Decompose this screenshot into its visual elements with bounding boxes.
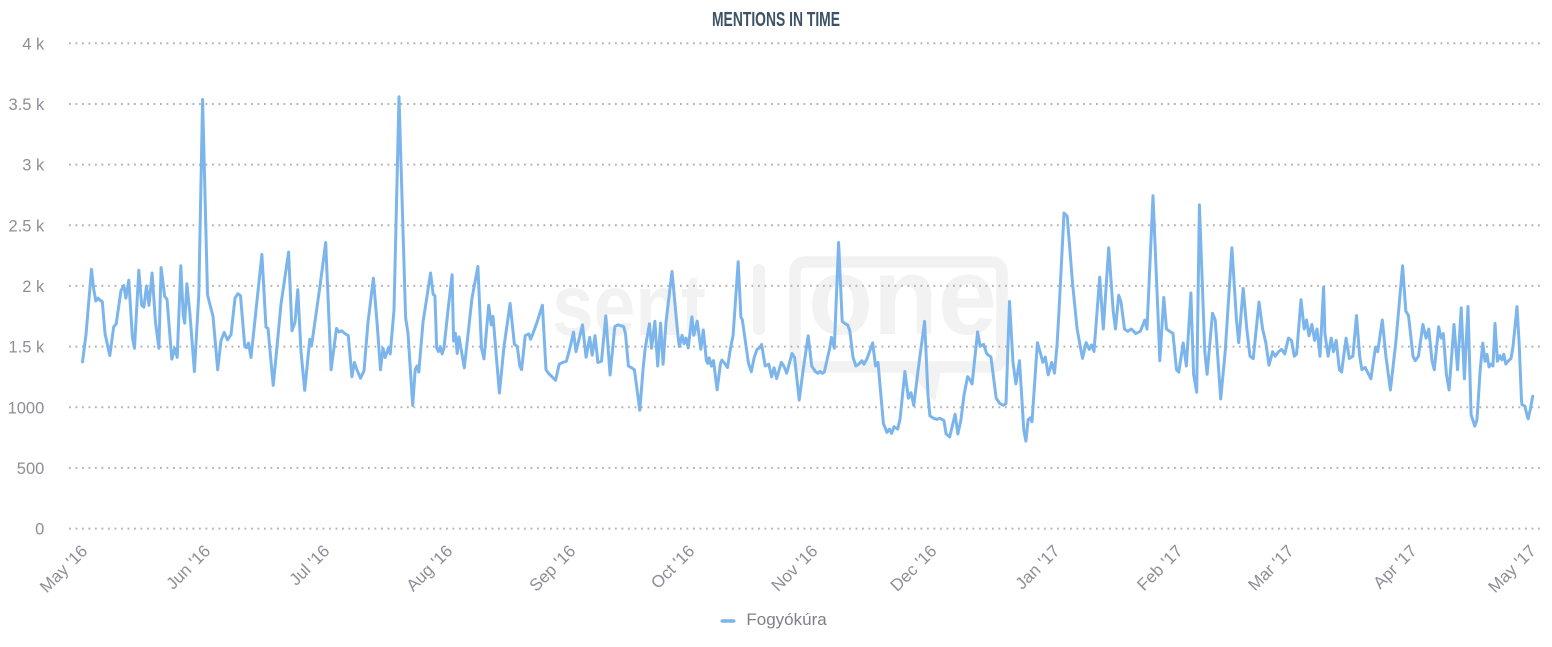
svg-text:2 k: 2 k (22, 278, 45, 296)
svg-text:1000: 1000 (8, 399, 45, 417)
svg-text:3.5 k: 3.5 k (9, 96, 46, 114)
svg-text:500: 500 (17, 460, 45, 478)
svg-text:2.5 k: 2.5 k (9, 217, 46, 235)
svg-text:4 k: 4 k (22, 35, 45, 53)
svg-text:MENTIONS IN TIME: MENTIONS IN TIME (712, 9, 840, 31)
svg-text:3 k: 3 k (22, 157, 45, 175)
svg-text:Fogyókúra: Fogyókúra (746, 610, 827, 629)
svg-text:1.5 k: 1.5 k (9, 339, 46, 357)
svg-text:0: 0 (35, 521, 44, 539)
